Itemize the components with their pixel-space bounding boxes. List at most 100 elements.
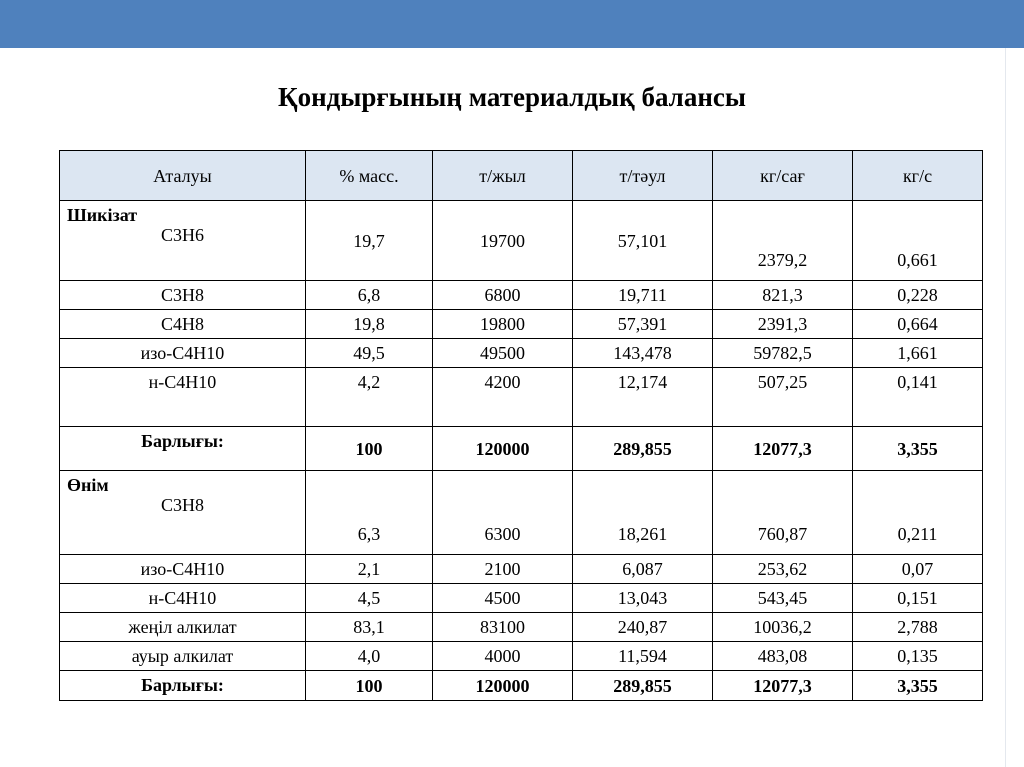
value-cell: 3,355 [852, 426, 983, 471]
value-cell: 59782,5 [712, 338, 853, 368]
value-cell: 3,355 [852, 670, 983, 701]
substance-name: н-C4H10 [148, 588, 217, 608]
total-row: Барлығы: 100 120000 289,855 12077,3 3,355 [59, 426, 983, 471]
value-cell: 19,7 [305, 200, 433, 281]
section-label: Өнім [67, 475, 109, 495]
name-cell: н-C4H10 [59, 367, 306, 427]
value-cell: 100 [305, 426, 433, 471]
value-cell: 12,174 [572, 367, 713, 427]
value-cell: 483,08 [712, 641, 853, 671]
value-cell: 821,3 [712, 280, 853, 310]
value-cell: 760,87 [712, 470, 853, 555]
value-cell: 0,141 [852, 367, 983, 427]
top-accent-bar [0, 0, 1024, 48]
table-row: изо-C4H10 49,5 49500 143,478 59782,5 1,661 [59, 338, 983, 368]
value-cell: 253,62 [712, 554, 853, 584]
table-row: изо-C4H10 2,1 2100 6,087 253,62 0,07 [59, 554, 983, 584]
substance-name: н-C4H10 [148, 372, 217, 392]
header-row: Аталуы % масс. т/жыл т/тәул кг/сағ кг/с [59, 150, 983, 201]
value-cell: 2100 [432, 554, 573, 584]
substance-name: C3H8 [160, 495, 204, 515]
name-cell: Барлығы: [59, 670, 306, 701]
name-cell: Шикізат C3H6 [59, 200, 306, 281]
value-cell: 49500 [432, 338, 573, 368]
value-cell: 6,3 [305, 470, 433, 555]
value-cell: 12077,3 [712, 426, 853, 471]
name-cell: Барлығы: [59, 426, 306, 471]
value-cell: 11,594 [572, 641, 713, 671]
col-header: % масс. [305, 150, 433, 201]
table-row: жеңіл алкилат 83,1 83100 240,87 10036,2 2,788 [59, 612, 983, 642]
value-cell: 10036,2 [712, 612, 853, 642]
value-cell: 143,478 [572, 338, 713, 368]
value-cell: 49,5 [305, 338, 433, 368]
table-row: C3H8 6,8 6800 19,711 821,3 0,228 [59, 280, 983, 310]
name-cell: н-C4H10 [59, 583, 306, 613]
name-cell: C4H8 [59, 309, 306, 339]
value-cell: 13,043 [572, 583, 713, 613]
value-cell: 6300 [432, 470, 573, 555]
table-row: C4H8 19,8 19800 57,391 2391,3 0,664 [59, 309, 983, 339]
table-row: ауыр алкилат 4,0 4000 11,594 483,08 0,135 [59, 641, 983, 671]
value-cell: 4200 [432, 367, 573, 427]
substance-name: Барлығы: [141, 675, 224, 695]
value-cell: 57,101 [572, 200, 713, 281]
value-cell: 6,8 [305, 280, 433, 310]
value-cell: 4,5 [305, 583, 433, 613]
col-header: т/тәул [572, 150, 713, 201]
section-label: Шикізат [67, 205, 138, 225]
name-cell: Өнім C3H8 [59, 470, 306, 555]
value-cell: 0,151 [852, 583, 983, 613]
value-cell: 2379,2 [712, 200, 853, 281]
value-cell: 0,07 [852, 554, 983, 584]
value-cell: 507,25 [712, 367, 853, 427]
value-cell: 12077,3 [712, 670, 853, 701]
value-cell: 0,211 [852, 470, 983, 555]
value-cell: 6,087 [572, 554, 713, 584]
value-cell: 543,45 [712, 583, 853, 613]
name-cell: жеңіл алкилат [59, 612, 306, 642]
value-cell: 2,1 [305, 554, 433, 584]
substance-name: Барлығы: [141, 431, 224, 451]
substance-name: изо-C4H10 [140, 559, 225, 579]
name-cell: ауыр алкилат [59, 641, 306, 671]
substance-name: C3H6 [160, 225, 204, 245]
value-cell: 19700 [432, 200, 573, 281]
value-cell: 289,855 [572, 426, 713, 471]
value-cell: 120000 [432, 426, 573, 471]
table-row: н-C4H10 4,2 4200 12,174 507,25 0,141 [59, 367, 983, 427]
value-cell: 83,1 [305, 612, 433, 642]
value-cell: 19,8 [305, 309, 433, 339]
name-cell: изо-C4H10 [59, 338, 306, 368]
value-cell: 1,661 [852, 338, 983, 368]
substance-name: жеңіл алкилат [128, 617, 237, 637]
substance-name: ауыр алкилат [131, 646, 234, 666]
value-cell: 0,228 [852, 280, 983, 310]
material-balance-table: Аталуы % масс. т/жыл т/тәул кг/сағ кг/с … [59, 150, 983, 701]
value-cell: 19800 [432, 309, 573, 339]
col-header: т/жыл [432, 150, 573, 201]
value-cell: 240,87 [572, 612, 713, 642]
value-cell: 6800 [432, 280, 573, 310]
name-cell: изо-C4H10 [59, 554, 306, 584]
value-cell: 0,135 [852, 641, 983, 671]
value-cell: 2391,3 [712, 309, 853, 339]
value-cell: 0,661 [852, 200, 983, 281]
value-cell: 18,261 [572, 470, 713, 555]
value-cell: 19,711 [572, 280, 713, 310]
value-cell: 0,664 [852, 309, 983, 339]
col-header: Аталуы [59, 150, 306, 201]
substance-name: C3H8 [160, 285, 204, 305]
value-cell: 57,391 [572, 309, 713, 339]
table-row: н-C4H10 4,5 4500 13,043 543,45 0,151 [59, 583, 983, 613]
col-header: кг/с [852, 150, 983, 201]
table-row: Өнім C3H8 6,3 6300 18,261 760,87 0,211 [59, 470, 983, 555]
value-cell: 4,0 [305, 641, 433, 671]
value-cell: 2,788 [852, 612, 983, 642]
substance-name: изо-C4H10 [140, 343, 225, 363]
name-cell: C3H8 [59, 280, 306, 310]
value-cell: 289,855 [572, 670, 713, 701]
value-cell: 4,2 [305, 367, 433, 427]
value-cell: 120000 [432, 670, 573, 701]
value-cell: 100 [305, 670, 433, 701]
